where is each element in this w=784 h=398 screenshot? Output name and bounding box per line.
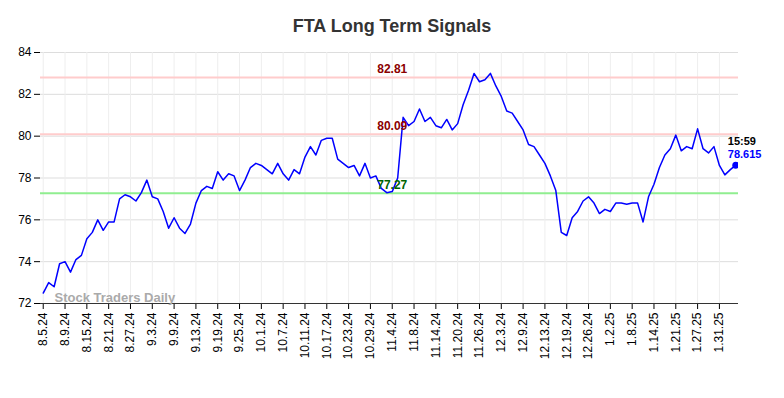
svg-text:1.31.25: 1.31.25	[712, 312, 726, 352]
svg-text:9.9.24: 9.9.24	[167, 312, 181, 346]
svg-text:10.11.24: 10.11.24	[298, 312, 312, 358]
svg-text:77.27: 77.27	[377, 178, 407, 192]
svg-text:10.17.24: 10.17.24	[320, 312, 334, 359]
svg-text:15:59: 15:59	[728, 135, 756, 147]
svg-text:12.26.24: 12.26.24	[581, 312, 595, 359]
svg-text:11.14.24: 11.14.24	[429, 312, 443, 358]
svg-text:9.19.24: 9.19.24	[211, 312, 225, 352]
svg-text:72: 72	[18, 296, 32, 310]
svg-text:76: 76	[18, 213, 32, 227]
svg-text:80.09: 80.09	[377, 119, 407, 133]
svg-text:1.21.25: 1.21.25	[669, 312, 683, 352]
svg-text:1.27.25: 1.27.25	[690, 312, 704, 352]
svg-text:1.2.25: 1.2.25	[603, 312, 617, 346]
svg-text:12.13.24: 12.13.24	[538, 312, 552, 359]
svg-text:8.15.24: 8.15.24	[80, 312, 94, 352]
svg-text:Stock Traders Daily: Stock Traders Daily	[55, 290, 176, 305]
svg-text:12.3.24: 12.3.24	[494, 312, 508, 352]
svg-text:8.27.24: 8.27.24	[123, 312, 137, 352]
svg-text:12.19.24: 12.19.24	[560, 312, 574, 359]
svg-text:1.14.25: 1.14.25	[647, 312, 661, 352]
svg-text:8.5.24: 8.5.24	[36, 312, 50, 346]
html-text:FTA Long Term Signals: FTA Long Term Signals	[292, 16, 492, 36]
svg-text:12.9.24: 12.9.24	[516, 312, 530, 352]
svg-text:10.29.24: 10.29.24	[363, 312, 377, 359]
svg-text:10.7.24: 10.7.24	[276, 312, 290, 352]
svg-text:10.23.24: 10.23.24	[341, 312, 355, 359]
svg-text:9.13.24: 9.13.24	[189, 312, 203, 352]
svg-text:11.26.24: 11.26.24	[472, 312, 486, 358]
svg-text:82: 82	[18, 87, 32, 101]
svg-text:8.9.24: 8.9.24	[58, 312, 72, 346]
svg-text:11.8.24: 11.8.24	[407, 312, 421, 351]
svg-text:11.20.24: 11.20.24	[451, 312, 465, 358]
svg-text:80: 80	[18, 129, 32, 143]
svg-text:78.615: 78.615	[728, 148, 762, 160]
svg-text:11.4.24: 11.4.24	[385, 312, 399, 351]
svg-text:78: 78	[18, 171, 32, 185]
svg-text:82.81: 82.81	[377, 62, 407, 76]
svg-text:8.21.24: 8.21.24	[102, 312, 116, 352]
svg-text:1.8.25: 1.8.25	[625, 312, 639, 346]
svg-text:84: 84	[18, 45, 32, 59]
svg-text:9.25.24: 9.25.24	[232, 312, 246, 352]
svg-text:10.1.24: 10.1.24	[254, 312, 268, 352]
svg-text:74: 74	[18, 255, 32, 269]
svg-text:9.3.24: 9.3.24	[145, 312, 159, 346]
